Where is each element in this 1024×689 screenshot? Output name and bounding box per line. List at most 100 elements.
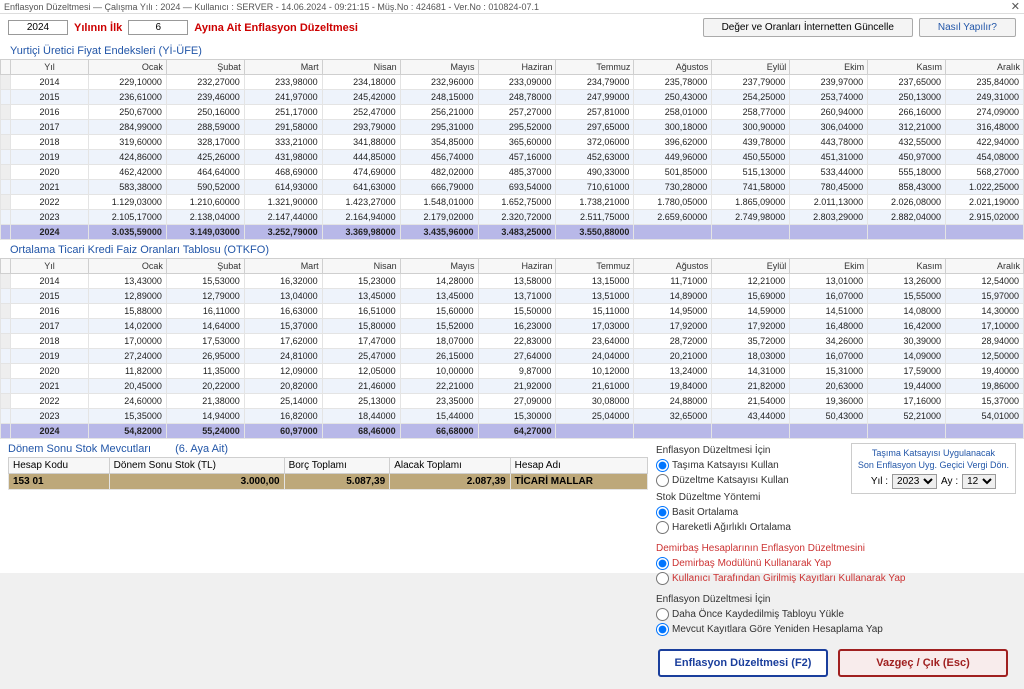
col-header[interactable]: Ağustos	[634, 60, 712, 75]
table-row[interactable]: 2017284,99000288,59000291,58000293,79000…	[1, 120, 1024, 135]
cell: 3.483,25000	[478, 225, 556, 240]
radio-demirbas-mod[interactable]	[656, 557, 669, 570]
col-header[interactable]: Dönem Sonu Stok (TL)	[109, 458, 284, 474]
cell: 20,82000	[244, 379, 322, 394]
cell: 14,30000	[946, 304, 1024, 319]
col-header[interactable]: Mart	[244, 60, 322, 75]
table-row[interactable]: 2019424,86000425,26000431,98000444,85000…	[1, 150, 1024, 165]
cell: 14,64000	[166, 319, 244, 334]
cell: 19,44000	[868, 379, 946, 394]
cell: 258,77000	[712, 105, 790, 120]
col-header[interactable]: Mayıs	[400, 259, 478, 274]
cell: 333,21000	[244, 135, 322, 150]
table-row[interactable]: 2018319,60000328,17000333,21000341,88000…	[1, 135, 1024, 150]
col-header[interactable]: Ağustos	[634, 259, 712, 274]
cell: 710,61000	[556, 180, 634, 195]
table-row[interactable]: 201413,4300015,5300016,3200015,2300014,2…	[1, 274, 1024, 289]
radio-demirbas-user[interactable]	[656, 572, 669, 585]
radio-hareketli[interactable]	[656, 521, 669, 534]
apply-button[interactable]: Enflasyon Düzeltmesi (F2)	[658, 649, 828, 677]
cell: 300,90000	[712, 120, 790, 135]
col-header[interactable]: Ekim	[790, 60, 868, 75]
table-row[interactable]: 2016250,67000250,16000251,17000252,47000…	[1, 105, 1024, 120]
col-header[interactable]: Ocak	[88, 259, 166, 274]
col-header[interactable]: Kasım	[868, 60, 946, 75]
col-header[interactable]: Eylül	[712, 259, 790, 274]
table-row[interactable]: 201714,0200014,6400015,3700015,8000015,5…	[1, 319, 1024, 334]
col-header[interactable]: Nisan	[322, 259, 400, 274]
cell: 20,21000	[634, 349, 712, 364]
cancel-button[interactable]: Vazgeç / Çık (Esc)	[838, 649, 1008, 677]
update-button[interactable]: Değer ve Oranları İnternetten Güncelle	[703, 18, 913, 37]
col-header[interactable]: Yıl	[11, 259, 89, 274]
table-row[interactable]: 20221.129,030001.210,600001.321,900001.4…	[1, 195, 1024, 210]
cell: 13,71000	[478, 289, 556, 304]
yb-year-select[interactable]: 2023	[892, 474, 937, 489]
col-header[interactable]: Haziran	[478, 60, 556, 75]
col-header[interactable]: Temmuz	[556, 259, 634, 274]
table-row[interactable]: 202224,6000021,3800025,1400025,1300023,3…	[1, 394, 1024, 409]
col-header[interactable]: Mayıs	[400, 60, 478, 75]
help-button[interactable]: Nasıl Yapılır?	[919, 18, 1016, 37]
col-header[interactable]: Kasım	[868, 259, 946, 274]
month-input[interactable]	[128, 20, 188, 35]
table-row[interactable]: 20232.105,170002.138,040002.147,440002.1…	[1, 210, 1024, 225]
cell: 450,97000	[868, 150, 946, 165]
year-input[interactable]	[8, 20, 68, 35]
cell: 20,63000	[790, 379, 868, 394]
table-row[interactable]: 2021583,38000590,52000614,93000641,63000…	[1, 180, 1024, 195]
table-row[interactable]: 201615,8800016,1100016,6300016,5100015,6…	[1, 304, 1024, 319]
radio-duzeltme[interactable]	[656, 474, 669, 487]
cell: 19,40000	[946, 364, 1024, 379]
table-row[interactable]: 2015236,61000239,46000241,97000245,42000…	[1, 90, 1024, 105]
col-header[interactable]: Şubat	[166, 259, 244, 274]
titlebar: Enflasyon Düzeltmesi — Çalışma Yılı : 20…	[0, 0, 1024, 14]
table-row[interactable]: 202454,8200055,2400060,9700068,4600066,6…	[1, 424, 1024, 439]
cell: 18,03000	[712, 349, 790, 364]
col-header[interactable]: Yıl	[11, 60, 89, 75]
col-header[interactable]: Ekim	[790, 259, 868, 274]
col-header[interactable]: Aralık	[946, 60, 1024, 75]
table-row[interactable]: 202315,3500014,9400016,8200018,4400015,4…	[1, 409, 1024, 424]
radio-recalc[interactable]	[656, 623, 669, 636]
close-icon[interactable]: ✕	[1011, 0, 1020, 13]
cell: 21,54000	[712, 394, 790, 409]
table-row[interactable]: 2020462,42000464,64000468,69000474,69000…	[1, 165, 1024, 180]
col-header[interactable]: Ocak	[88, 60, 166, 75]
cell: 2021	[11, 379, 89, 394]
cell: 30,08000	[556, 394, 634, 409]
radio-load-saved[interactable]	[656, 608, 669, 621]
cell: 316,48000	[946, 120, 1024, 135]
col-header[interactable]: Haziran	[478, 259, 556, 274]
table-row[interactable]: 153 013.000,005.087,392.087,39TİCARİ MAL…	[9, 474, 648, 490]
cell: 1.022,25000	[946, 180, 1024, 195]
cell: 2014	[11, 274, 89, 289]
col-header[interactable]: Temmuz	[556, 60, 634, 75]
table-row[interactable]: 202011,8200011,3500012,0900012,0500010,0…	[1, 364, 1024, 379]
table-row[interactable]: 2014229,10000232,27000233,98000234,18000…	[1, 75, 1024, 90]
col-header[interactable]: Hesap Adı	[510, 458, 647, 474]
radio-basit[interactable]	[656, 506, 669, 519]
col-header[interactable]: Mart	[244, 259, 322, 274]
col-header[interactable]: Eylül	[712, 60, 790, 75]
table-row[interactable]: 202120,4500020,2200020,8200021,4600022,2…	[1, 379, 1024, 394]
col-header[interactable]: Alacak Toplamı	[390, 458, 510, 474]
cell: 35,72000	[712, 334, 790, 349]
cell: 250,13000	[868, 90, 946, 105]
radio-tasima[interactable]	[656, 459, 669, 472]
table-row[interactable]: 201512,8900012,7900013,0400013,4500013,4…	[1, 289, 1024, 304]
cell: 16,07000	[790, 289, 868, 304]
col-header[interactable]: Borç Toplamı	[284, 458, 390, 474]
yb-month-select[interactable]: 12	[962, 474, 996, 489]
opt-g4: Enflasyon Düzeltmesi İçin Daha Önce Kayd…	[656, 592, 1016, 639]
cell: 19,84000	[634, 379, 712, 394]
col-header[interactable]: Hesap Kodu	[9, 458, 110, 474]
table-row[interactable]: 201817,0000017,5300017,6200017,4700018,0…	[1, 334, 1024, 349]
col-header[interactable]: Aralık	[946, 259, 1024, 274]
table-row[interactable]: 20243.035,590003.149,030003.252,790003.3…	[1, 225, 1024, 240]
table-row[interactable]: 201927,2400026,9500024,8100025,4700026,1…	[1, 349, 1024, 364]
col-header[interactable]: Nisan	[322, 60, 400, 75]
col-header[interactable]: Şubat	[166, 60, 244, 75]
cell: 730,28000	[634, 180, 712, 195]
cell: 443,78000	[790, 135, 868, 150]
